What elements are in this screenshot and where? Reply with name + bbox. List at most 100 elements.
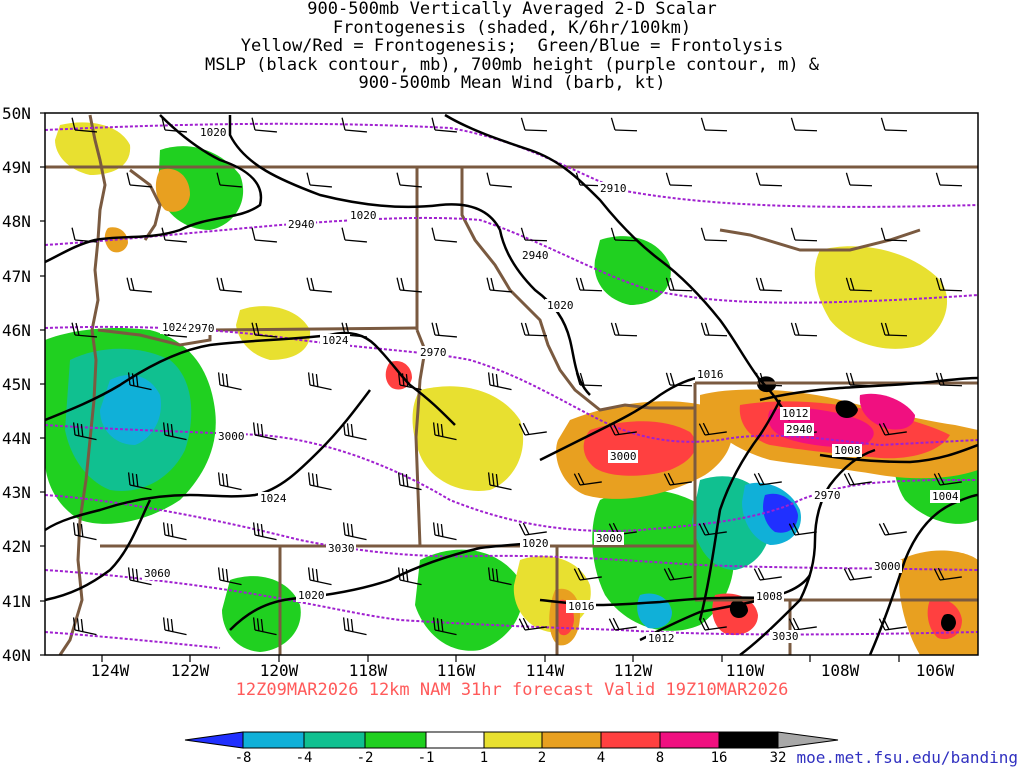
lon-ticks	[101, 655, 900, 662]
shaded-fields	[45, 122, 978, 655]
wind-barb	[161, 117, 187, 133]
wind-barb	[252, 522, 277, 541]
title-line-1: 900-500mb Vertically Averaged 2-D Scalar	[307, 0, 717, 19]
wind-barb	[933, 567, 962, 581]
wind-barb	[251, 227, 277, 243]
colorbar	[184, 731, 839, 749]
lon-label: 122W	[171, 661, 210, 680]
wind-barb	[520, 227, 548, 242]
wind-barb	[790, 117, 818, 132]
wind-barb	[341, 117, 367, 133]
lon-label: 112W	[614, 661, 653, 680]
height-label: 2970	[420, 346, 447, 359]
lat-label: 42N	[2, 537, 31, 556]
mslp-contour	[44, 389, 371, 532]
wind-barb	[431, 322, 457, 338]
lat-label: 49N	[2, 158, 31, 177]
height-label: 2970	[814, 489, 841, 502]
mslp-contour	[739, 448, 876, 656]
mslp-contour	[759, 376, 979, 402]
wind-barb	[307, 372, 332, 391]
wind-barb	[251, 117, 277, 133]
wind-barb	[700, 322, 728, 337]
wind-barb	[162, 522, 187, 541]
title-line-4: MSLP (black contour, mb), 700mb height (…	[204, 54, 820, 75]
lon-label: 110W	[726, 661, 765, 680]
mslp-contour	[229, 540, 541, 631]
wind-barb	[432, 617, 457, 636]
state-border	[209, 326, 418, 332]
mslp-label: 1008	[756, 590, 783, 603]
wind-barb	[518, 617, 547, 631]
wind-barb	[843, 472, 872, 486]
wind-barb	[880, 322, 908, 337]
wind-barb	[162, 422, 187, 441]
title-line-3: Yellow/Red = Frontogenesis; Green/Blue =…	[240, 36, 784, 56]
source-credit-link[interactable]: moe.met.fsu.edu/banding	[796, 748, 1018, 767]
height-label: 3030	[328, 542, 355, 555]
lat-label: 40N	[2, 646, 31, 665]
wind-barb	[397, 372, 422, 391]
wind-barb	[665, 372, 693, 387]
mslp-contour	[698, 399, 782, 621]
mslp-label: 1016	[697, 368, 724, 381]
mslp-contour	[639, 574, 812, 642]
lat-label: 46N	[2, 321, 31, 340]
lat-label: 50N	[2, 104, 31, 123]
wind-barb	[431, 227, 457, 243]
wind-barb	[518, 522, 547, 536]
wind-barb	[217, 567, 242, 586]
wind-barb	[755, 172, 783, 187]
height-contour	[44, 122, 979, 208]
mslp-label: 1008	[834, 444, 861, 457]
wind-barb	[397, 472, 422, 491]
colorbar-tick: -2	[357, 750, 374, 766]
height-contour	[44, 631, 221, 649]
lon-axis: 124W 122W 120W 118W 116W 114W 112W 110W …	[91, 661, 955, 680]
wind-barb	[700, 117, 728, 132]
frontogenesis-region	[835, 400, 858, 418]
wind-barb	[397, 567, 422, 586]
height-label: 3000	[218, 430, 245, 443]
colorbar-tick: -4	[296, 750, 313, 766]
wind-barb	[307, 472, 332, 491]
mslp-contour	[539, 373, 711, 462]
lat-ticks	[40, 112, 45, 656]
wind-barb	[788, 522, 817, 536]
frontogenesis-region	[236, 306, 311, 360]
wind-barb	[126, 277, 152, 293]
mslp-labels: 1020 1020 1020 1024 1024 1024 1020 1020 …	[160, 126, 960, 645]
height-label: 2910	[600, 182, 627, 195]
mslp-label: 1024	[162, 321, 189, 334]
chart-title: 900-500mb Vertically Averaged 2-D Scalar…	[0, 0, 1024, 93]
lat-label: 45N	[2, 375, 31, 394]
colorbar-low-triangle	[184, 731, 244, 749]
frontogenesis-region	[55, 122, 131, 175]
mslp-contour	[868, 493, 979, 656]
wind-barb	[790, 322, 818, 337]
wind-barb	[845, 277, 873, 292]
wind-barb	[878, 522, 907, 536]
wind-barb	[608, 422, 637, 436]
wind-barb	[432, 422, 457, 441]
wind-barb	[610, 322, 638, 337]
wind-barb	[486, 277, 512, 293]
lat-label: 47N	[2, 267, 31, 286]
wind-barb	[487, 372, 512, 391]
state-borders	[45, 114, 978, 656]
colorbar-cell	[659, 731, 720, 749]
wind-barb	[520, 322, 548, 337]
colorbar-cell	[483, 731, 543, 749]
mslp-label: 1012	[648, 632, 675, 645]
wind-barb	[755, 372, 783, 387]
wind-barb	[72, 617, 97, 636]
wind-barb	[878, 617, 907, 631]
title-line-5: 900-500mb Mean Wind (barb, kt)	[358, 73, 666, 93]
wind-barb	[432, 522, 457, 541]
wind-barb	[252, 422, 277, 441]
wind-barb	[216, 172, 242, 188]
mslp-label: 1020	[200, 126, 227, 139]
wind-barb	[753, 472, 782, 486]
mslp-label: 1020	[298, 589, 325, 602]
wind-barb	[161, 227, 187, 243]
